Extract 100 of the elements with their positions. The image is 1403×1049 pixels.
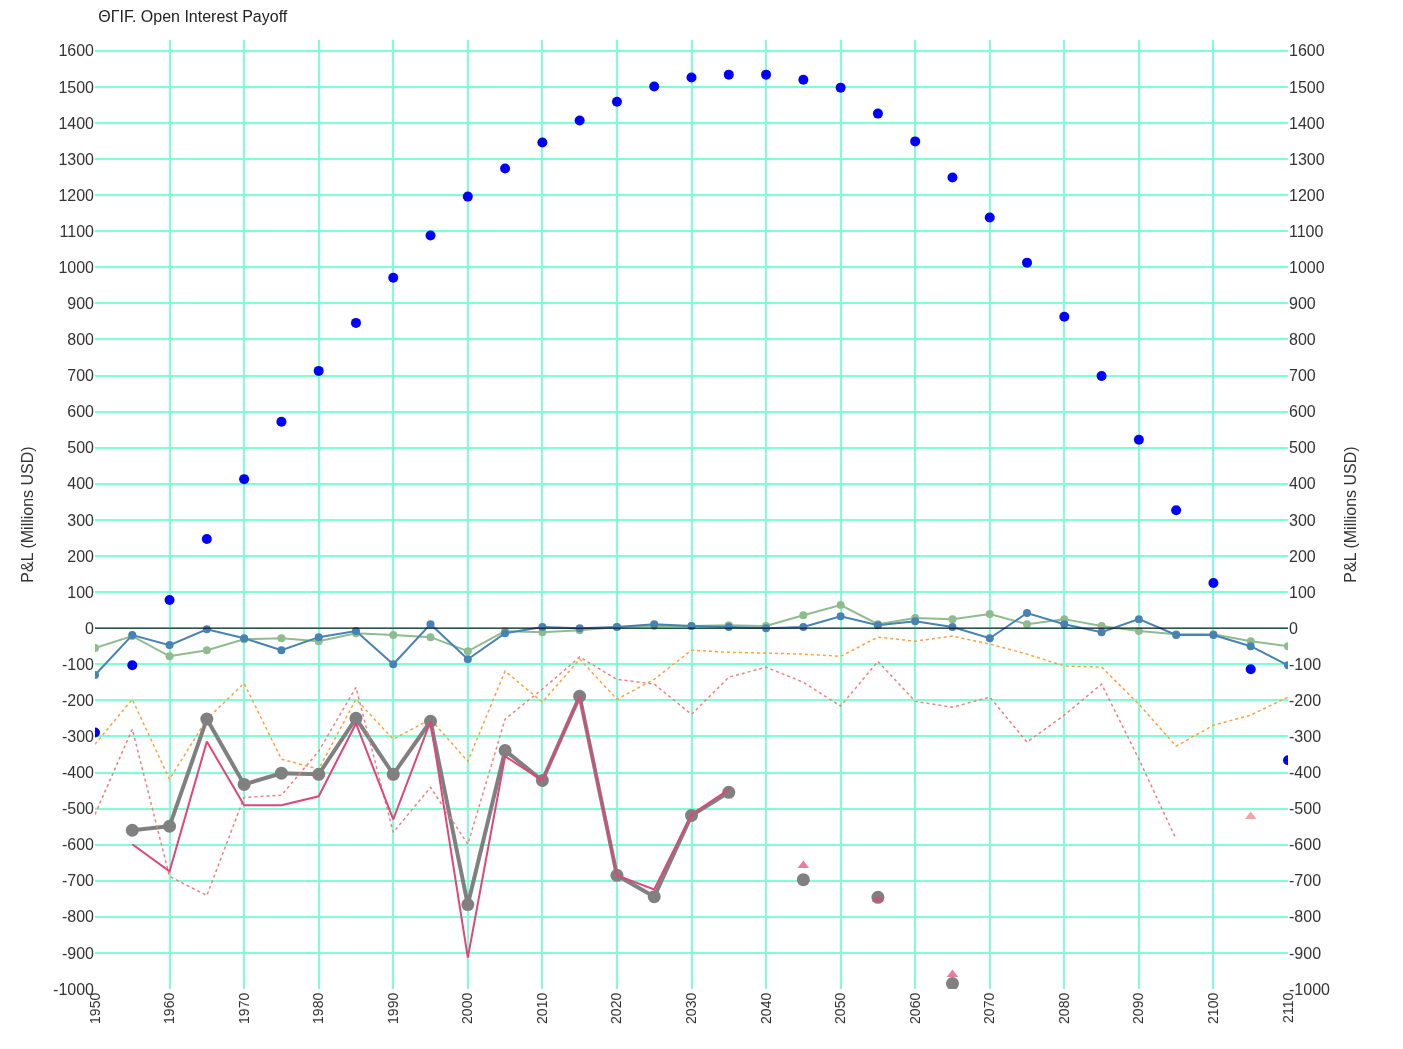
- point: [425, 230, 436, 241]
- point: [349, 711, 363, 725]
- point: [1022, 257, 1033, 268]
- point: [276, 416, 287, 427]
- point: [1096, 370, 1107, 381]
- point: [798, 74, 809, 85]
- y-tick-label: 1100: [59, 222, 95, 240]
- y2-tick-label: 400: [1289, 475, 1316, 493]
- point: [836, 601, 845, 610]
- y-tick-label: 0: [85, 619, 95, 637]
- point: [389, 631, 398, 640]
- point: [872, 894, 884, 903]
- point: [1171, 505, 1182, 516]
- point: [1133, 434, 1144, 445]
- point: [426, 633, 435, 642]
- point: [389, 660, 398, 669]
- point: [1208, 578, 1219, 589]
- x-tick-label: 2080: [1055, 992, 1072, 1024]
- y2-tick-label: 1300: [1289, 150, 1325, 168]
- point: [463, 655, 472, 664]
- x-tick-label: 2020: [608, 992, 625, 1024]
- point: [1097, 628, 1106, 637]
- point: [984, 212, 995, 223]
- y-tick-label: 200: [67, 547, 95, 565]
- point: [947, 172, 958, 183]
- y2-tick-label: 1400: [1289, 114, 1325, 132]
- line-series: [95, 635, 1288, 781]
- point: [985, 634, 994, 643]
- x-tick-label: 2050: [832, 992, 849, 1024]
- y2-tick-label: 1000: [1289, 258, 1325, 276]
- chart-title: ΘΓΙF. Open Interest Payoff: [98, 7, 288, 25]
- x-tick-label: 2010: [533, 992, 550, 1024]
- y-tick-label: -500: [61, 800, 95, 818]
- y-tick-label: -900: [61, 944, 95, 962]
- point: [127, 660, 138, 671]
- y-tick-label: 1200: [58, 186, 95, 204]
- point: [274, 766, 288, 780]
- point: [201, 534, 212, 545]
- x-tick-label: 2070: [981, 992, 998, 1024]
- y2-tick-label: 600: [1289, 403, 1316, 421]
- point: [237, 777, 251, 791]
- point: [163, 819, 177, 833]
- y2-tick-label: 500: [1289, 439, 1316, 457]
- point: [200, 712, 214, 726]
- point: [314, 633, 323, 642]
- y-tick-label: 800: [67, 331, 95, 349]
- point: [611, 96, 622, 107]
- point: [1245, 664, 1256, 675]
- y-tick-label: 1400: [58, 114, 95, 132]
- y2-tick-label: 300: [1289, 511, 1316, 529]
- point: [985, 610, 994, 619]
- y-tick-label: 100: [67, 583, 95, 601]
- y2-tick-label: -200: [1289, 691, 1322, 709]
- point: [277, 634, 286, 643]
- point: [945, 977, 959, 989]
- x-tick-label: 2040: [757, 992, 774, 1024]
- point: [1023, 609, 1032, 618]
- point: [165, 641, 174, 650]
- y2-tick-label: -700: [1289, 872, 1322, 890]
- y-tick-label: -800: [61, 908, 95, 926]
- y2-tick-label: 0: [1289, 619, 1298, 637]
- x-tick-label: 2000: [459, 992, 476, 1024]
- y2-tick-label: -800: [1289, 908, 1322, 926]
- y-tick-label: 1300: [58, 150, 95, 168]
- point: [1246, 642, 1255, 651]
- point: [125, 823, 139, 837]
- y2-tick-label: 1200: [1289, 186, 1325, 204]
- y2-tick-label: 700: [1289, 367, 1316, 385]
- y2-axis-title: P&L (Millions USD): [1341, 446, 1359, 583]
- point: [1134, 615, 1143, 624]
- point: [388, 272, 399, 283]
- x-tick-label: 2030: [683, 992, 700, 1024]
- point: [386, 767, 400, 781]
- y2-tick-label: -600: [1289, 836, 1322, 854]
- point: [312, 767, 326, 781]
- x-tick-label: 1970: [235, 992, 252, 1024]
- y2-tick-label: 1100: [1289, 222, 1324, 240]
- point: [463, 647, 472, 656]
- y2-tick-label: -100: [1289, 655, 1322, 673]
- point: [723, 69, 734, 80]
- point: [574, 115, 585, 126]
- y-tick-label: 300: [67, 511, 95, 529]
- y2-tick-label: 100: [1289, 583, 1316, 601]
- point: [649, 81, 660, 92]
- y2-tick-label: 1500: [1289, 78, 1325, 96]
- y2-tick-label: 1600: [1289, 42, 1325, 60]
- point: [835, 82, 846, 93]
- y2-tick-label: -300: [1289, 728, 1322, 746]
- y-tick-label: 1600: [58, 42, 95, 60]
- y-tick-label: 600: [67, 403, 95, 421]
- x-tick-label: 2090: [1130, 992, 1147, 1024]
- x-tick-label: 1960: [161, 992, 178, 1024]
- point: [872, 108, 883, 119]
- y-tick-label: 700: [67, 367, 95, 385]
- point: [462, 191, 473, 202]
- point: [498, 743, 512, 757]
- point: [686, 72, 697, 83]
- point: [239, 474, 250, 485]
- point: [537, 137, 548, 148]
- point: [948, 615, 957, 624]
